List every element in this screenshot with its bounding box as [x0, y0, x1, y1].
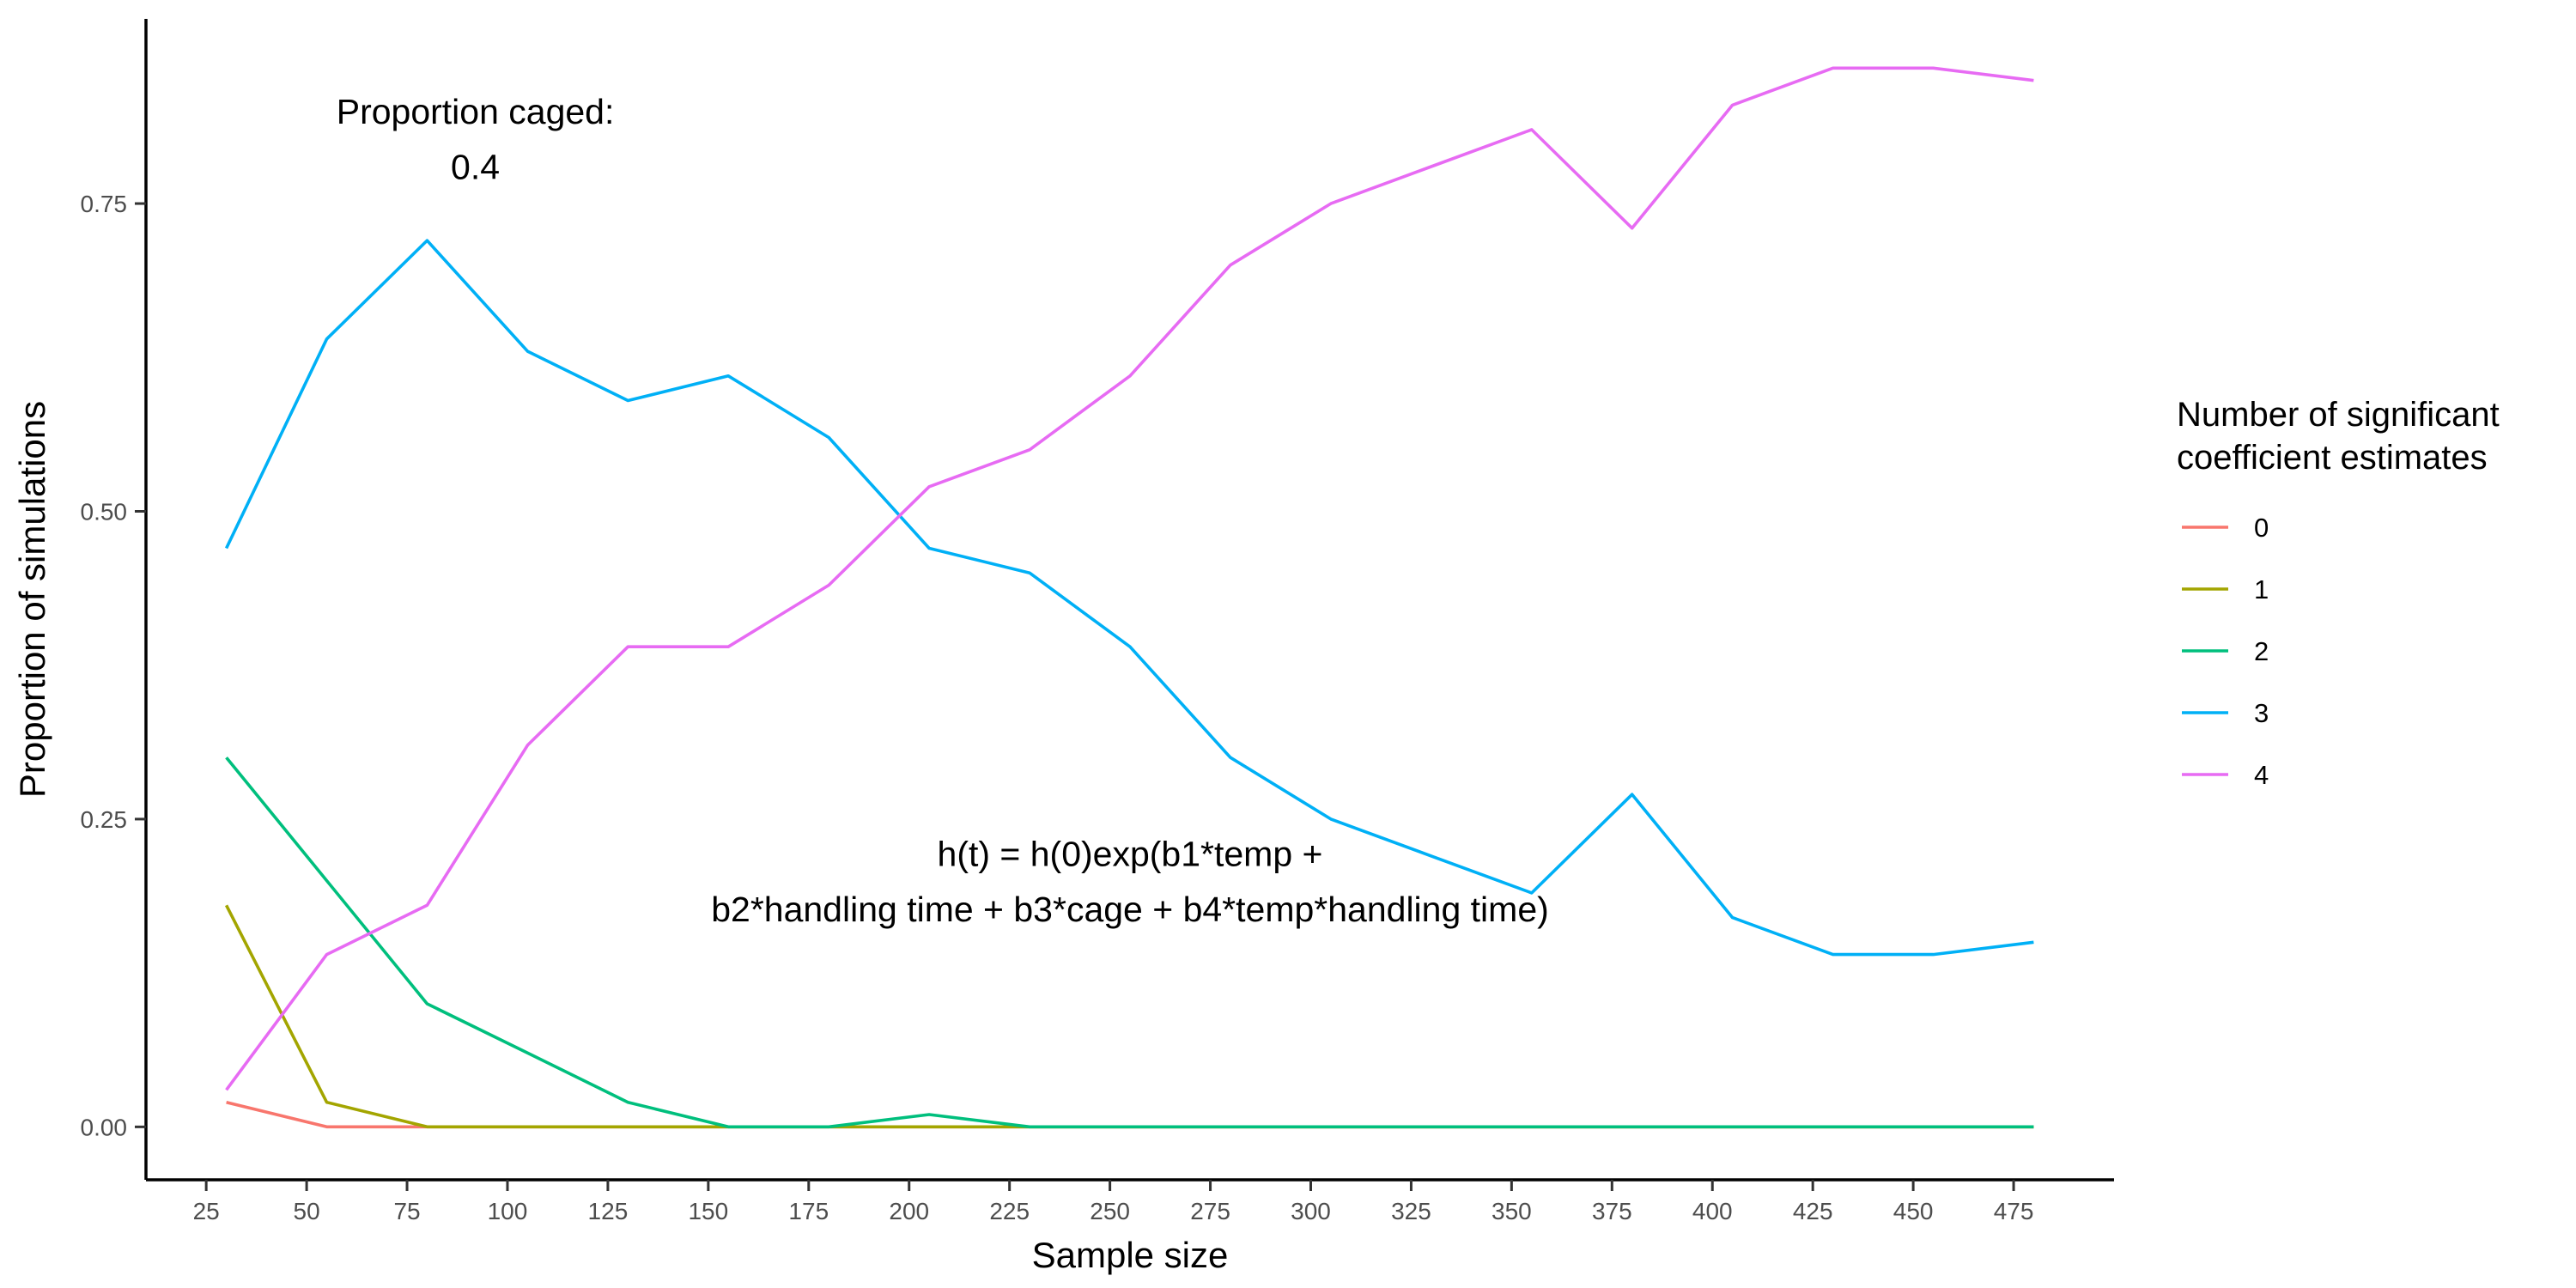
series-line-1 [224, 904, 2034, 1129]
y-tick-label: 0.25 [81, 806, 128, 833]
plot-lines [224, 66, 2034, 1129]
x-tick-label: 50 [294, 1198, 320, 1224]
x-axis-title: Sample size [1032, 1235, 1229, 1275]
x-tick-label: 250 [1090, 1198, 1130, 1224]
legend-title-line-2: coefficient estimates [2177, 439, 2488, 477]
x-tick-label: 300 [1291, 1198, 1331, 1224]
y-axis-ticks: 0.00 0.25 0.50 0.75 [81, 191, 146, 1140]
x-tick-label: 400 [1692, 1198, 1733, 1224]
x-tick-label: 350 [1492, 1198, 1532, 1224]
annotation-caged-value: 0.4 [451, 147, 500, 186]
x-tick-label: 75 [393, 1198, 420, 1224]
x-tick-label: 425 [1793, 1198, 1833, 1224]
series-line-3 [224, 239, 2034, 957]
axes: 25 50 75 100 125 150 175 200 225 250 275 300 325 350 3… [81, 19, 2114, 1224]
x-tick-label: 475 [1994, 1198, 2034, 1224]
x-tick-label: 200 [889, 1198, 929, 1224]
legend-label-2: 2 [2254, 636, 2269, 666]
x-tick-label: 25 [193, 1198, 220, 1224]
annotation-caged-label: Proportion caged: [337, 92, 615, 131]
annotation-formula-line-2: b2*handling time + b3*cage + b4*temp*han… [711, 890, 1549, 929]
x-tick-label: 125 [588, 1198, 629, 1224]
x-tick-label: 150 [688, 1198, 728, 1224]
y-tick-label: 0.75 [81, 191, 128, 217]
x-tick-label: 175 [788, 1198, 829, 1224]
y-tick-label: 0.00 [81, 1114, 128, 1140]
legend-label-0: 0 [2254, 513, 2269, 543]
series-line-4 [225, 66, 2034, 1091]
x-tick-label: 375 [1592, 1198, 1632, 1224]
legend-label-3: 3 [2254, 698, 2269, 728]
y-tick-label: 0.50 [81, 498, 128, 525]
series-line-0 [226, 1100, 2034, 1129]
legend-label-1: 1 [2254, 574, 2269, 605]
x-tick-label: 100 [488, 1198, 528, 1224]
annotation-formula-line-1: h(t) = h(0)exp(b1*temp + [938, 834, 1323, 873]
x-tick-label: 275 [1190, 1198, 1230, 1224]
legend: Number of significant coefficient estima… [2177, 396, 2500, 790]
legend-items: 0 1 2 3 4 [2182, 513, 2269, 790]
series-line-2 [225, 756, 2034, 1129]
x-axis-ticks: 25 50 75 100 125 150 175 200 225 250 275 300 325 350 3… [193, 1180, 2034, 1224]
x-tick-label: 225 [989, 1198, 1030, 1224]
x-tick-label: 450 [1893, 1198, 1934, 1224]
legend-title-line-1: Number of significant [2177, 396, 2500, 434]
legend-label-4: 4 [2254, 760, 2269, 790]
y-axis-title: Proportion of simulations [12, 401, 52, 798]
x-tick-label: 325 [1391, 1198, 1431, 1224]
